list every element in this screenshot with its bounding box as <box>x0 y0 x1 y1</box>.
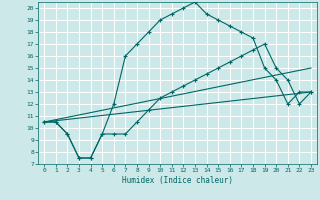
X-axis label: Humidex (Indice chaleur): Humidex (Indice chaleur) <box>122 176 233 185</box>
